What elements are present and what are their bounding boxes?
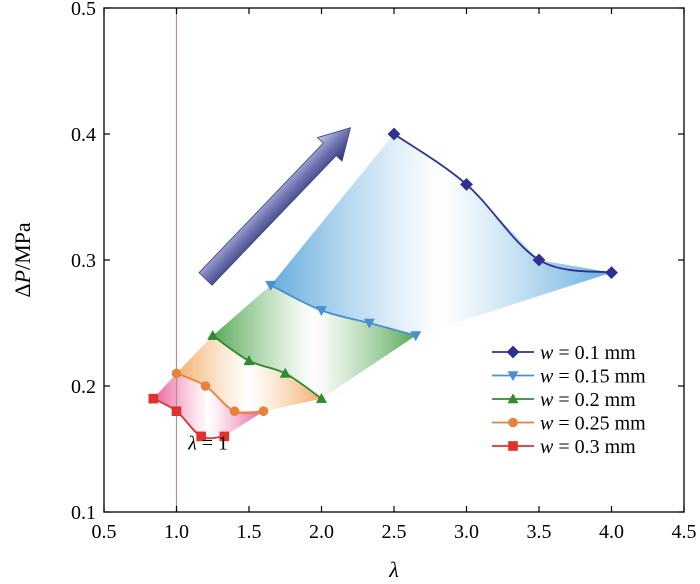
- y-axis-label-prefix: Δ: [10, 283, 35, 297]
- data-point: [532, 253, 546, 267]
- lambda-annotation: λ = 1: [187, 433, 228, 455]
- legend-label: w = 0.2 mm: [540, 389, 636, 411]
- series-4: [171, 368, 269, 417]
- x-tick-label: 0.5: [92, 521, 117, 543]
- data-point: [207, 329, 219, 340]
- trend-arrow: [198, 127, 352, 286]
- legend-item: w = 0.1 mm: [492, 342, 636, 364]
- data-point: [605, 266, 618, 280]
- y-axis-label-unit: /MPa: [10, 222, 35, 270]
- series-3: [207, 329, 328, 403]
- legend-item: w = 0.25 mm: [492, 413, 646, 435]
- y-tick-label: 0.1: [71, 502, 96, 524]
- x-tick-label: 4.5: [672, 521, 697, 543]
- data-point: [410, 331, 422, 342]
- data-point: [219, 431, 230, 442]
- x-axis-label: λ: [388, 557, 399, 582]
- legend: w = 0.1 mmw = 0.15 mmw = 0.2 mmw = 0.25 …: [492, 342, 646, 458]
- data-point: [196, 431, 206, 442]
- data-point: [258, 406, 269, 417]
- series-2: [265, 280, 422, 342]
- lambda-annotation-var: λ: [187, 433, 197, 455]
- x-tick-label: 2.5: [382, 521, 407, 543]
- legend-item: w = 0.3 mm: [492, 436, 636, 458]
- y-tick-label: 0.4: [71, 124, 96, 146]
- series-1: [387, 127, 618, 280]
- fill-band: [270, 134, 612, 336]
- series-line: [212, 334, 323, 400]
- tick-labels: 0.5 1.0 1.5 2.0 2.5 3.0 3.5 4.0 4.5 0.1 0.2 0.3 0.4 0…: [71, 0, 697, 543]
- x-tick-label: 3.5: [527, 521, 552, 543]
- data-point: [229, 406, 240, 417]
- fill-band: [212, 285, 416, 399]
- legend-marker: [508, 441, 518, 451]
- arrow-shape: [198, 127, 352, 286]
- x-tick-label: 4.0: [599, 521, 624, 543]
- x-tick-label: 3.0: [454, 521, 479, 543]
- x-tick-label: 1.5: [237, 521, 262, 543]
- legend-label: w = 0.25 mm: [540, 413, 646, 435]
- data-point: [171, 406, 182, 417]
- series-5: [148, 393, 230, 442]
- data-point: [279, 367, 291, 378]
- series-line: [176, 372, 264, 414]
- legend-label: w = 0.15 mm: [540, 366, 646, 388]
- data-point: [200, 381, 211, 391]
- series-line: [393, 133, 612, 274]
- data-point: [315, 392, 328, 403]
- y-tick-label: 0.5: [71, 0, 96, 20]
- legend-marker: [506, 345, 520, 359]
- y-axis-label: ΔP/MPa: [10, 222, 35, 298]
- fill-bands: [153, 134, 612, 437]
- data-point: [148, 393, 159, 404]
- fill-band: [153, 373, 264, 437]
- data-point: [171, 368, 182, 379]
- series-layer: [148, 127, 618, 442]
- data-point: [265, 280, 277, 291]
- legend-marker: [507, 371, 519, 382]
- data-point: [315, 306, 328, 317]
- data-point: [243, 355, 255, 366]
- legend-marker: [508, 417, 518, 428]
- legend-marker: [507, 393, 519, 404]
- x-tick-label: 1.0: [164, 521, 189, 543]
- legend-item: w = 0.2 mm: [492, 389, 636, 411]
- legend-item: w = 0.15 mm: [492, 366, 646, 388]
- data-point: [363, 318, 375, 329]
- data-point: [460, 177, 473, 191]
- lambda-annotation-rest: = 1: [197, 433, 228, 455]
- x-tick-label: 2.0: [309, 521, 334, 543]
- axis-ticks: [103, 7, 685, 513]
- legend-label: w = 0.3 mm: [540, 436, 636, 458]
- y-tick-label: 0.3: [71, 250, 96, 272]
- series-line: [152, 397, 225, 440]
- fill-band: [176, 335, 322, 412]
- data-point: [387, 127, 401, 141]
- series-line: [270, 284, 417, 337]
- legend-label: w = 0.1 mm: [540, 342, 636, 364]
- y-tick-label: 0.2: [71, 376, 96, 398]
- y-axis-label-var: P: [10, 270, 35, 284]
